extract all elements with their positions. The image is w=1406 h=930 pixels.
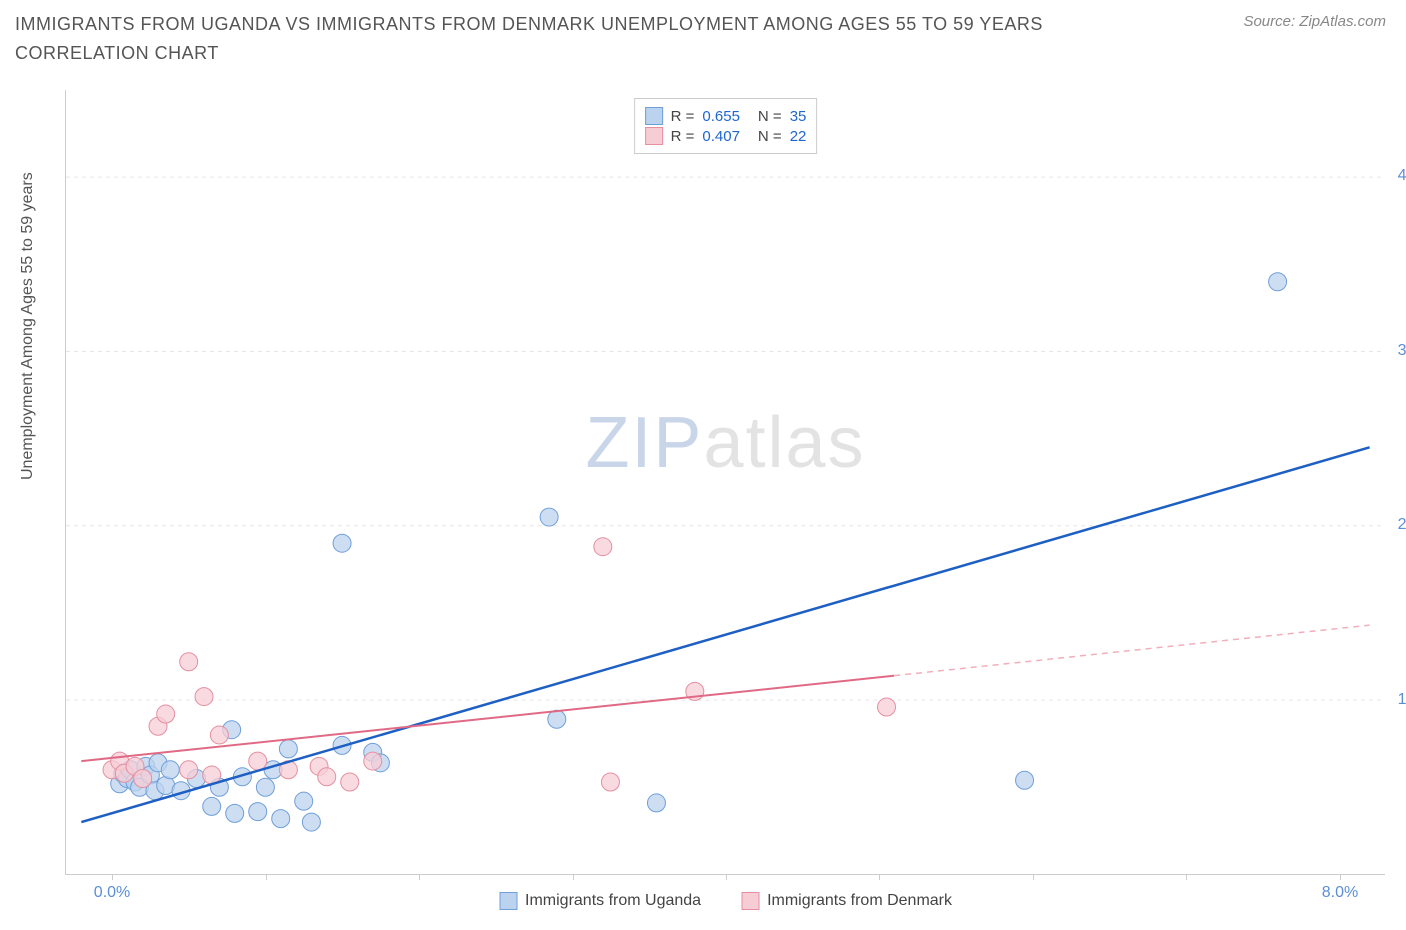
legend-label-denmark: Immigrants from Denmark	[767, 892, 952, 910]
legend-row-uganda: R = 0.655 N = 35	[645, 107, 807, 125]
n-label: N =	[758, 108, 782, 125]
scatter-svg	[66, 90, 1385, 874]
n-value-uganda: 35	[790, 108, 807, 125]
x-tick-mark	[1033, 874, 1034, 880]
y-tick-label: 30.0%	[1398, 342, 1406, 360]
r-label: R =	[671, 128, 695, 145]
r-value-uganda: 0.655	[702, 108, 740, 125]
legend-item-uganda: Immigrants from Uganda	[499, 892, 701, 910]
legend-item-denmark: Immigrants from Denmark	[741, 892, 952, 910]
n-label: N =	[758, 128, 782, 145]
x-tick-mark	[879, 874, 880, 880]
x-tick-label: 0.0%	[94, 884, 130, 902]
correlation-legend: R = 0.655 N = 35 R = 0.407 N = 22	[634, 98, 818, 154]
x-tick-mark	[266, 874, 267, 880]
x-tick-mark	[573, 874, 574, 880]
x-tick-mark	[419, 874, 420, 880]
swatch-denmark	[645, 127, 663, 145]
x-tick-mark	[1340, 874, 1341, 880]
n-value-denmark: 22	[790, 128, 807, 145]
r-value-denmark: 0.407	[702, 128, 740, 145]
y-tick-label: 40.0%	[1398, 167, 1406, 185]
header: IMMIGRANTS FROM UGANDA VS IMMIGRANTS FRO…	[0, 0, 1406, 73]
source-attribution: Source: ZipAtlas.com	[1243, 13, 1386, 30]
x-tick-mark	[112, 874, 113, 880]
series-legend: Immigrants from Uganda Immigrants from D…	[499, 892, 952, 910]
chart-title: IMMIGRANTS FROM UGANDA VS IMMIGRANTS FRO…	[15, 10, 1135, 68]
r-label: R =	[671, 108, 695, 125]
x-tick-mark	[1186, 874, 1187, 880]
x-tick-mark	[726, 874, 727, 880]
swatch-uganda-bottom	[499, 892, 517, 910]
x-tick-label: 8.0%	[1322, 884, 1358, 902]
swatch-uganda	[645, 107, 663, 125]
y-tick-label: 10.0%	[1398, 691, 1406, 709]
swatch-denmark-bottom	[741, 892, 759, 910]
y-tick-label: 20.0%	[1398, 516, 1406, 534]
chart-plot-area: ZIPatlas R = 0.655 N = 35 R = 0.407 N = …	[65, 90, 1385, 875]
y-axis-label: Unemployment Among Ages 55 to 59 years	[19, 172, 37, 480]
legend-row-denmark: R = 0.407 N = 22	[645, 127, 807, 145]
legend-label-uganda: Immigrants from Uganda	[525, 892, 701, 910]
